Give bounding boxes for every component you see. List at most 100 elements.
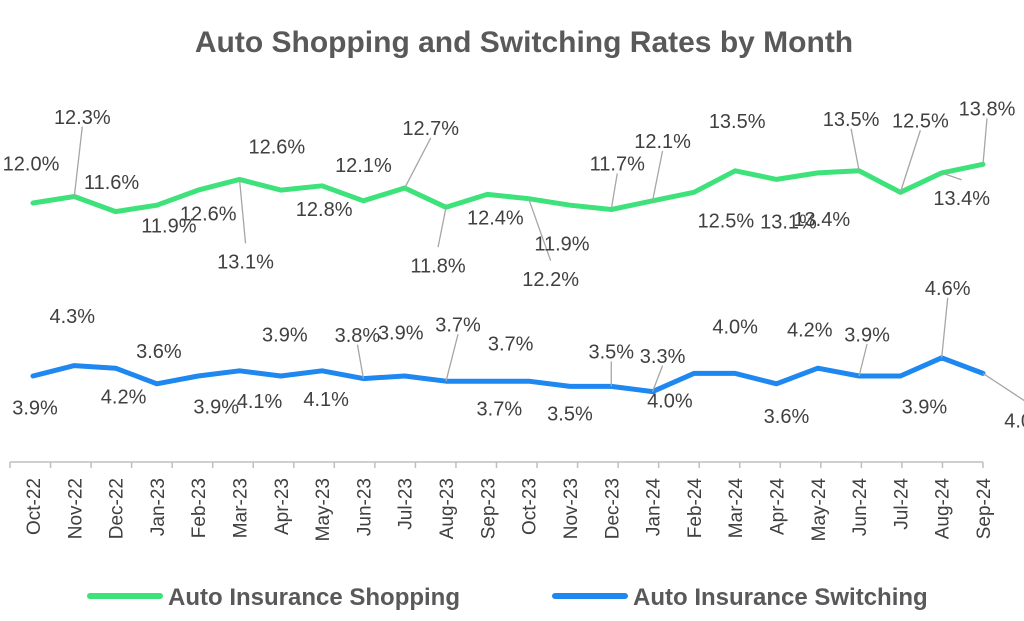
data-label: 3.6% xyxy=(136,341,182,363)
data-label: 3.9% xyxy=(262,324,308,346)
data-label: 11.7% xyxy=(590,154,645,176)
x-tick-label: Oct-23 xyxy=(520,478,541,535)
data-label: 13.1% xyxy=(760,212,817,234)
chart-title: Auto Shopping and Switching Rates by Mon… xyxy=(195,26,853,59)
data-label: 4.2% xyxy=(101,386,147,408)
data-label: 3.3% xyxy=(640,346,686,368)
x-tick-label: Jan-23 xyxy=(148,478,169,536)
legend: Auto Insurance Shopping Auto Insurance Sw… xyxy=(87,584,928,611)
data-label: 11.9% xyxy=(141,215,196,237)
switching-series-line xyxy=(30,355,986,395)
data-label-leader xyxy=(238,179,247,244)
x-tick-label: Apr-23 xyxy=(272,478,293,535)
data-label: 13.8% xyxy=(959,99,1016,121)
legend-label: Auto Insurance Switching xyxy=(633,584,928,611)
data-label-leader xyxy=(445,334,459,382)
x-tick-label: Feb-24 xyxy=(685,478,706,539)
data-label-leader xyxy=(982,118,988,165)
x-tick-label: Jun-24 xyxy=(850,478,871,537)
data-label: 4.1% xyxy=(237,391,283,413)
data-label: 11.9% xyxy=(534,233,589,255)
data-label: 3.9% xyxy=(378,322,424,344)
data-label-leader xyxy=(941,297,949,358)
data-label: 13.5% xyxy=(823,109,880,131)
data-labels: 12.0%12.3%11.6%11.9%12.6%13.1%12.6%12.8%… xyxy=(3,99,1024,433)
data-label: 4.0% xyxy=(712,317,758,339)
x-tick-label: Jul-24 xyxy=(891,478,912,530)
data-label: 3.5% xyxy=(588,342,634,364)
x-tick-label: Dec-23 xyxy=(602,478,623,539)
data-label-leader xyxy=(850,128,860,171)
data-label: 4.1% xyxy=(303,389,349,411)
data-label: 12.8% xyxy=(296,199,353,221)
data-label: 12.7% xyxy=(402,118,459,140)
data-label: 4.0% xyxy=(1004,411,1024,433)
data-label: 3.9% xyxy=(844,324,890,346)
data-label: 3.8% xyxy=(335,325,381,347)
x-tick-label: Nov-22 xyxy=(65,478,86,539)
data-label-leader xyxy=(651,365,664,392)
x-tick-label: Aug-24 xyxy=(933,478,954,540)
data-label: 3.9% xyxy=(193,396,239,418)
x-tick-label: Feb-23 xyxy=(189,478,210,538)
x-tick-label: Mar-24 xyxy=(726,478,747,539)
data-label: 13.4% xyxy=(933,188,990,210)
data-label: 13.1% xyxy=(217,252,274,274)
x-tick-label: Nov-23 xyxy=(561,478,582,539)
data-label-leader xyxy=(73,126,83,197)
data-label-leader xyxy=(528,198,552,261)
data-label-leader xyxy=(610,173,618,210)
x-tick-label: May-24 xyxy=(809,478,830,542)
data-label-leader xyxy=(404,137,432,189)
data-label-leader xyxy=(982,372,1024,402)
data-label: 3.6% xyxy=(764,406,810,428)
data-label: 12.5% xyxy=(698,211,755,233)
shopping-series-line xyxy=(30,161,986,215)
x-tick-label: Mar-23 xyxy=(231,478,252,538)
data-label: 12.1% xyxy=(634,131,691,153)
data-label: 11.6% xyxy=(84,172,139,194)
x-tick-label: Dec-22 xyxy=(107,478,128,539)
data-label-leader xyxy=(941,172,962,181)
x-tick-label: Oct-22 xyxy=(24,478,45,535)
data-label: 13.5% xyxy=(709,111,766,133)
data-label: 4.0% xyxy=(647,391,693,413)
data-label: 12.6% xyxy=(180,203,237,225)
data-label-leader xyxy=(858,343,868,377)
data-label-leader xyxy=(651,150,664,201)
x-tick-label: May-23 xyxy=(313,478,334,541)
data-label: 4.6% xyxy=(925,278,971,300)
data-label: 12.5% xyxy=(892,111,949,133)
x-tick-label: Jul-23 xyxy=(396,478,417,530)
x-tick-label: Apr-24 xyxy=(767,478,788,535)
series-layer xyxy=(30,161,986,395)
legend-label: Auto Insurance Shopping xyxy=(168,584,460,611)
data-label: 12.3% xyxy=(54,107,111,129)
data-label: 12.4% xyxy=(467,208,524,230)
data-label: 3.9% xyxy=(12,397,58,419)
data-label: 3.9% xyxy=(902,396,948,418)
data-label: 13.4% xyxy=(793,209,850,231)
data-label: 12.1% xyxy=(335,155,392,177)
data-label-leader xyxy=(356,344,365,379)
data-label-leader xyxy=(437,207,447,248)
x-tick-label: Aug-23 xyxy=(437,478,458,539)
data-label: 11.8% xyxy=(410,256,465,278)
data-label: 4.2% xyxy=(787,319,833,341)
data-label: 12.0% xyxy=(3,153,60,175)
data-label: 3.7% xyxy=(477,398,523,420)
data-label: 3.5% xyxy=(547,404,593,426)
data-label: 12.6% xyxy=(248,136,305,158)
data-label: 4.3% xyxy=(50,306,96,328)
data-label: 12.2% xyxy=(522,269,579,291)
x-axis: Oct-22 Nov-22 Dec-22 Jan-23 Feb-23 Mar-23 Apr-… xyxy=(9,461,995,542)
x-tick-label: Sep-24 xyxy=(974,478,995,540)
x-tick-label: Jan-24 xyxy=(644,478,665,537)
data-label: 3.7% xyxy=(435,314,481,336)
data-label-leader xyxy=(899,130,922,193)
data-label: 3.7% xyxy=(488,333,534,355)
x-tick-label: Sep-23 xyxy=(478,478,499,539)
x-tick-label: Jun-23 xyxy=(354,478,375,536)
